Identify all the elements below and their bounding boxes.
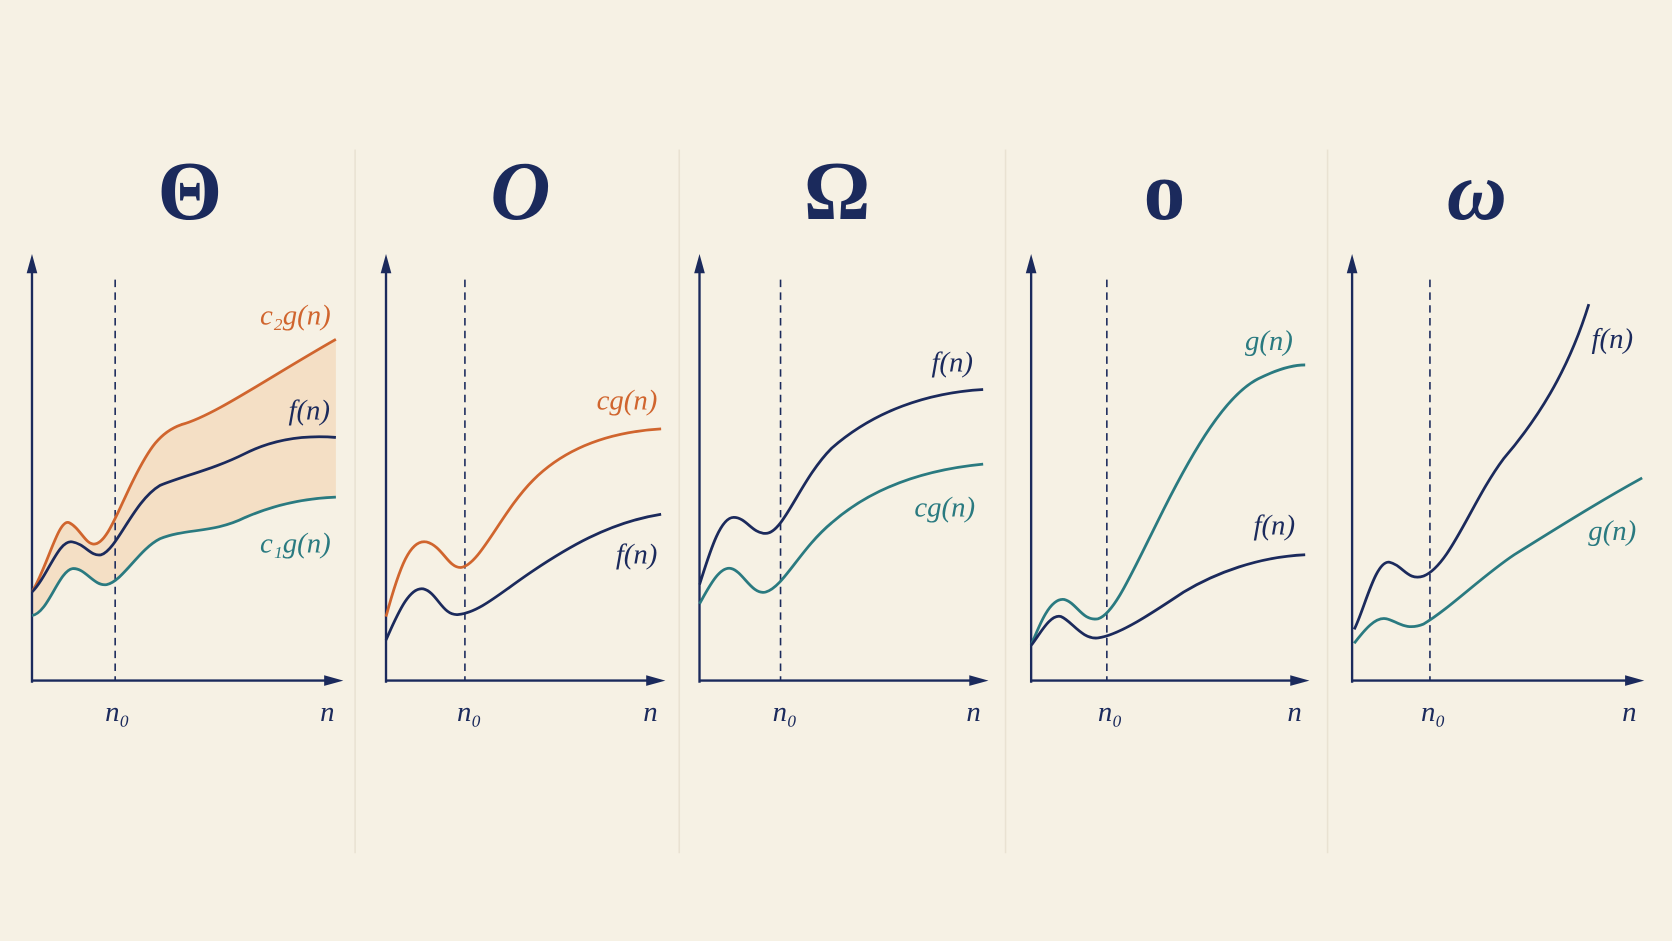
panel-little-o: o g(n) f(n) n₀ n bbox=[1025, 145, 1310, 728]
curve-label: f(n) bbox=[616, 538, 658, 570]
curve-label: cg(n) bbox=[914, 491, 975, 523]
curve bbox=[31, 495, 336, 617]
curve-label: f(n) bbox=[1592, 323, 1634, 355]
arrowhead bbox=[1625, 675, 1645, 686]
curve bbox=[1352, 303, 1591, 631]
curve bbox=[1029, 363, 1306, 646]
panel-big-o: O cg(n) f(n) n₀ n bbox=[380, 145, 666, 728]
curve-label: c₂g(n) bbox=[260, 299, 331, 331]
axes bbox=[1350, 266, 1632, 683]
axis-label: n bbox=[320, 696, 334, 728]
arrowhead bbox=[1346, 254, 1358, 274]
curve-label: g(n) bbox=[1588, 515, 1636, 547]
panel-title: o bbox=[1144, 145, 1186, 237]
arrowhead bbox=[324, 675, 344, 686]
panel-title: Ω bbox=[804, 145, 871, 237]
axis-label: n bbox=[643, 696, 657, 728]
axis-label: n bbox=[966, 696, 980, 728]
curve-label: cg(n) bbox=[597, 385, 658, 417]
arrowhead bbox=[26, 254, 38, 274]
panel-little-omega: ω f(n) g(n) n₀ n bbox=[1346, 145, 1645, 728]
threshold-label: n₀ bbox=[773, 696, 797, 728]
curve bbox=[698, 462, 984, 605]
curve bbox=[1353, 476, 1643, 645]
panel-theta: Θ c₂g(n) f(n) c₁g(n) n₀ n bbox=[26, 145, 344, 728]
curve bbox=[30, 338, 337, 593]
arrowhead bbox=[380, 254, 392, 274]
arrowhead bbox=[969, 675, 989, 686]
curve-label: f(n) bbox=[931, 346, 973, 378]
curve bbox=[1030, 553, 1306, 647]
arrowhead bbox=[1290, 675, 1310, 686]
panel-title: O bbox=[490, 145, 550, 237]
arrowhead bbox=[646, 675, 666, 686]
threshold-label: n₀ bbox=[105, 696, 129, 728]
curve-label: c₁g(n) bbox=[260, 528, 331, 560]
curve-label: f(n) bbox=[1253, 509, 1295, 541]
arrowhead bbox=[1025, 254, 1037, 274]
arrowhead bbox=[694, 254, 705, 274]
panel-big-omega: Ω f(n) cg(n) n₀ n bbox=[694, 145, 989, 728]
curve-label: g(n) bbox=[1245, 325, 1293, 357]
panel-title: Θ bbox=[157, 145, 222, 237]
curve bbox=[30, 435, 337, 594]
curve-label: f(n) bbox=[288, 394, 330, 426]
curve bbox=[698, 388, 984, 586]
threshold-label: n₀ bbox=[457, 696, 481, 728]
curve bbox=[384, 427, 662, 617]
axis-label: n bbox=[1287, 696, 1301, 728]
axes bbox=[698, 266, 976, 683]
panel-title: ω bbox=[1447, 145, 1507, 237]
threshold-label: n₀ bbox=[1098, 696, 1122, 728]
threshold-label: n₀ bbox=[1421, 696, 1445, 728]
axes bbox=[30, 266, 331, 683]
axes bbox=[1029, 266, 1297, 683]
axis-label: n bbox=[1622, 696, 1636, 728]
curve bbox=[384, 512, 662, 641]
